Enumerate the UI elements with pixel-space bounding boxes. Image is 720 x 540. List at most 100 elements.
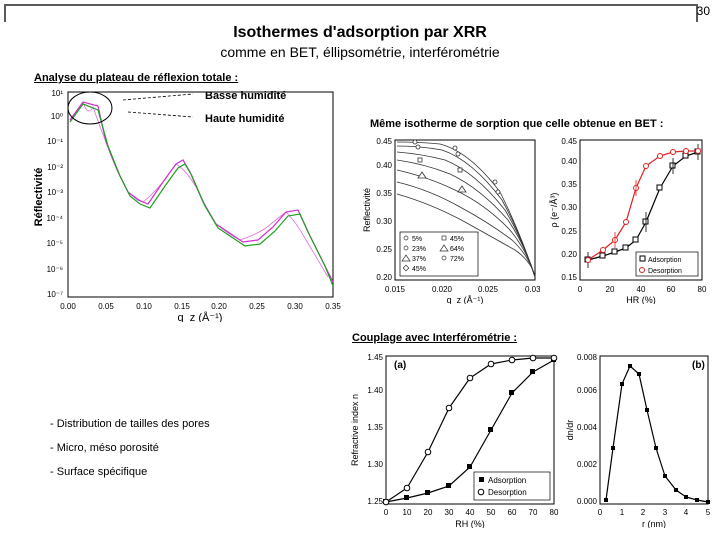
svg-text:0.00: 0.00 <box>60 302 76 311</box>
svg-text:0.008: 0.008 <box>577 353 598 362</box>
svg-text:0.25: 0.25 <box>249 302 265 311</box>
svg-text:0.30: 0.30 <box>561 203 577 212</box>
svg-text:0.40: 0.40 <box>376 161 392 170</box>
svg-text:80: 80 <box>698 285 707 294</box>
svg-text:60: 60 <box>508 508 517 517</box>
svg-text:1.40: 1.40 <box>367 386 383 395</box>
svg-text:0.025: 0.025 <box>478 285 499 294</box>
svg-text:0.000: 0.000 <box>577 497 598 506</box>
bullet-item: - Micro, méso porosité <box>50 442 210 454</box>
svg-text:0.10: 0.10 <box>136 302 152 311</box>
svg-text:10⁻³: 10⁻³ <box>47 188 63 197</box>
svg-text:Desorption: Desorption <box>648 268 682 275</box>
svg-text:q_z (Å⁻¹): q_z (Å⁻¹) <box>178 311 223 322</box>
svg-text:0.30: 0.30 <box>376 217 392 226</box>
svg-text:Reflectivité: Reflectivité <box>362 188 372 232</box>
slide-subtitle: comme en BET, éllipsométrie, interféromé… <box>0 44 720 60</box>
svg-text:0.20: 0.20 <box>376 273 392 282</box>
svg-text:Desorption: Desorption <box>488 488 527 497</box>
svg-text:50: 50 <box>487 508 496 517</box>
reflect-small-chart: 0.20 0.25 0.30 0.35 0.40 0.45 0.015 0.02… <box>360 132 540 304</box>
svg-text:q_z (Å⁻¹): q_z (Å⁻¹) <box>447 295 484 304</box>
svg-text:0: 0 <box>598 508 603 517</box>
page-number: 30 <box>697 4 710 18</box>
bullet-item: - Surface spécifique <box>50 466 210 478</box>
svg-text:72%: 72% <box>450 256 464 263</box>
svg-text:23%: 23% <box>412 246 426 253</box>
svg-text:0.030: 0.030 <box>525 285 540 294</box>
svg-text:45%: 45% <box>450 236 464 243</box>
svg-text:(a): (a) <box>394 360 406 371</box>
svg-text:0.15: 0.15 <box>561 273 577 282</box>
svg-text:10⁻²: 10⁻² <box>47 163 63 172</box>
svg-text:Refractive index n: Refractive index n <box>350 394 360 466</box>
svg-text:0.020: 0.020 <box>432 285 453 294</box>
svg-text:10⁻⁵: 10⁻⁵ <box>47 239 63 248</box>
svg-text:40: 40 <box>637 285 646 294</box>
bullet-list: - Distribution de tailles des pores - Mi… <box>50 418 210 490</box>
svg-text:10⁻⁴: 10⁻⁴ <box>46 214 63 223</box>
svg-text:10: 10 <box>403 508 412 517</box>
slide-title: Isothermes d'adsorption par XRR <box>0 24 720 42</box>
bullet-item: - Distribution de tailles des pores <box>50 418 210 430</box>
svg-text:Adsorption: Adsorption <box>488 476 526 485</box>
svg-text:0.004: 0.004 <box>577 423 598 432</box>
svg-text:4: 4 <box>684 508 689 517</box>
svg-text:0.006: 0.006 <box>577 386 598 395</box>
rho-chart: 0.15 0.20 0.25 0.30 0.35 0.40 0.45 0 20 … <box>548 132 708 304</box>
svg-text:10⁰: 10⁰ <box>51 112 63 121</box>
svg-text:(b): (b) <box>692 360 705 371</box>
svg-text:70: 70 <box>529 508 538 517</box>
couplage-label: Couplage avec Interférométrie : <box>352 332 517 344</box>
svg-text:64%: 64% <box>450 246 464 253</box>
svg-text:20: 20 <box>606 285 615 294</box>
svg-text:dn/dr: dn/dr <box>565 420 575 441</box>
refractive-chart: (a) 1.25 1.30 1.35 1.40 1.45 0 10 20 30 … <box>346 348 560 528</box>
svg-text:0.35: 0.35 <box>561 180 577 189</box>
svg-text:20: 20 <box>424 508 433 517</box>
svg-text:10⁻¹: 10⁻¹ <box>47 137 63 146</box>
svg-text:ρ (e⁻/Å³): ρ (e⁻/Å³) <box>549 193 559 228</box>
svg-text:45%: 45% <box>412 266 426 273</box>
svg-text:40: 40 <box>466 508 475 517</box>
svg-text:1.35: 1.35 <box>367 423 383 432</box>
svg-text:0.015: 0.015 <box>385 285 406 294</box>
svg-text:0: 0 <box>578 285 583 294</box>
svg-text:10¹: 10¹ <box>51 89 63 98</box>
svg-text:10⁻⁷: 10⁻⁷ <box>47 290 63 299</box>
reflectivity-chart: 10⁻⁷ 10⁻⁶ 10⁻⁵ 10⁻⁴ 10⁻³ 10⁻² 10⁻¹ 10⁰ 1… <box>28 82 348 322</box>
svg-text:0.05: 0.05 <box>98 302 114 311</box>
svg-text:5: 5 <box>706 508 711 517</box>
svg-text:0.30: 0.30 <box>287 302 303 311</box>
dndr-chart: (b) 0.000 0.002 0.004 0.006 0.008 0 1 2 … <box>564 348 712 528</box>
svg-text:10⁻⁶: 10⁻⁶ <box>47 265 63 274</box>
svg-text:80: 80 <box>550 508 559 517</box>
svg-text:0: 0 <box>384 508 389 517</box>
svg-text:2: 2 <box>641 508 646 517</box>
svg-text:0.45: 0.45 <box>561 137 577 146</box>
svg-text:0.45: 0.45 <box>376 137 392 146</box>
svg-text:5%: 5% <box>412 236 422 243</box>
svg-text:1.45: 1.45 <box>367 353 383 362</box>
meme-isotherme-label: Même isotherme de sorption que celle obt… <box>370 118 663 130</box>
svg-text:0.25: 0.25 <box>561 227 577 236</box>
svg-text:1.30: 1.30 <box>367 460 383 469</box>
svg-text:30: 30 <box>445 508 454 517</box>
svg-text:r (nm): r (nm) <box>642 519 666 528</box>
svg-text:0.15: 0.15 <box>174 302 190 311</box>
svg-text:0.40: 0.40 <box>561 157 577 166</box>
svg-text:0.20: 0.20 <box>561 250 577 259</box>
svg-text:HR (%): HR (%) <box>626 295 656 304</box>
svg-text:3: 3 <box>663 508 668 517</box>
svg-text:37%: 37% <box>412 256 426 263</box>
slide-border <box>4 4 698 22</box>
svg-text:Réflectivité: Réflectivité <box>33 168 45 227</box>
svg-text:RH (%): RH (%) <box>455 519 485 528</box>
svg-text:0.25: 0.25 <box>376 245 392 254</box>
svg-text:0.20: 0.20 <box>211 302 227 311</box>
svg-text:0.35: 0.35 <box>325 302 341 311</box>
svg-text:1: 1 <box>620 508 625 517</box>
svg-text:0.002: 0.002 <box>577 460 598 469</box>
svg-text:1.25: 1.25 <box>367 497 383 506</box>
svg-text:Adsorption: Adsorption <box>648 257 682 264</box>
